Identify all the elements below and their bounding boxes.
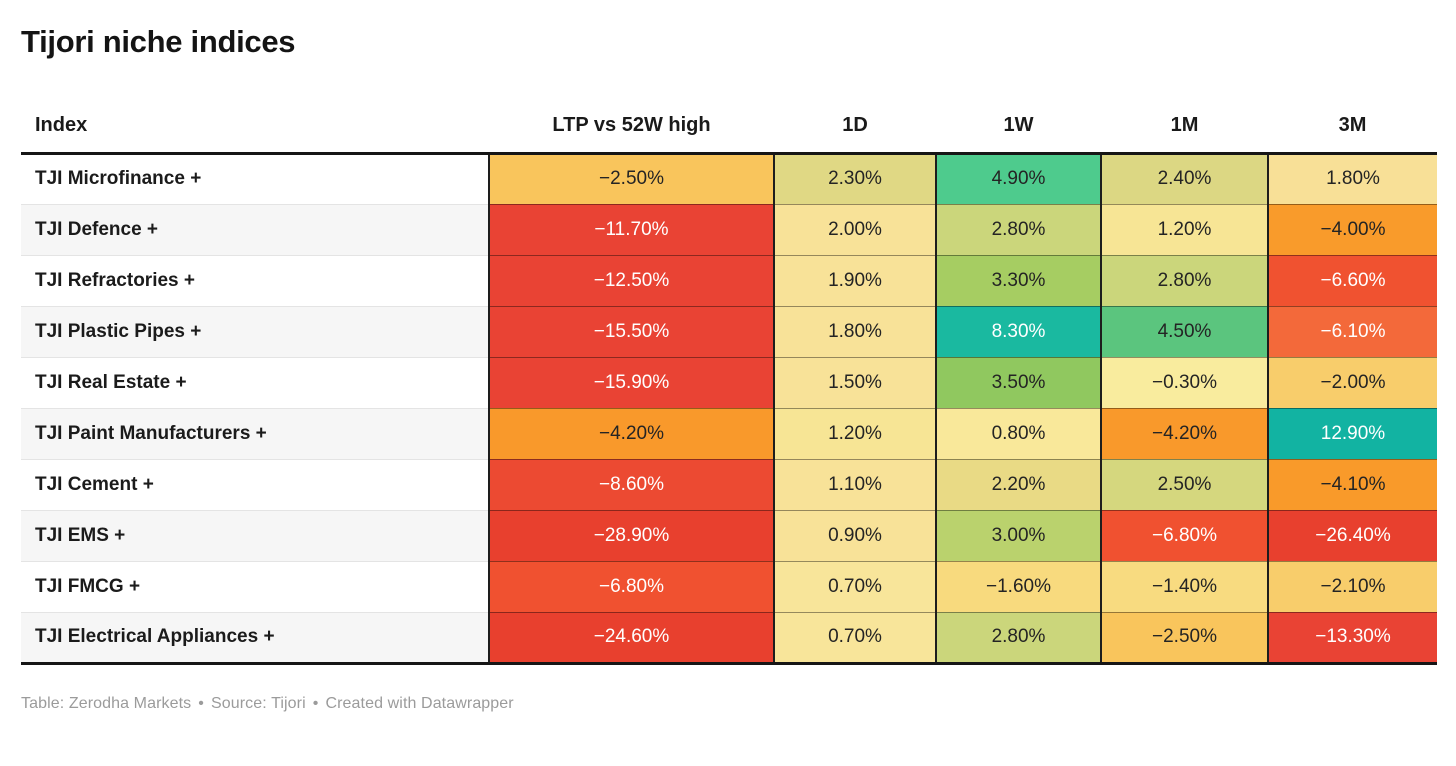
- table-row: TJI Microfinance + −2.50% 2.30% 4.90% 2.40% 1…: [21, 152, 1437, 205]
- cell-1w: 2.80%: [935, 203, 1102, 256]
- cell-1w: 3.00%: [935, 509, 1102, 562]
- cell-1w: 3.50%: [935, 356, 1102, 409]
- cell-1m: 2.50%: [1100, 458, 1269, 511]
- cell-1d: 0.70%: [773, 611, 937, 665]
- footer-separator: •: [198, 694, 204, 712]
- index-cell[interactable]: TJI Real Estate +: [21, 357, 489, 409]
- cell-1d: 1.80%: [773, 305, 937, 358]
- cell-ltp-vs-52w-high: −28.90%: [488, 509, 775, 562]
- column-header-ltp-vs-52w-high: LTP vs 52W high: [489, 63, 774, 155]
- page-title: Tijori niche indices: [21, 24, 296, 59]
- cell-1m: −2.50%: [1100, 611, 1269, 665]
- cell-1d: 1.10%: [773, 458, 937, 511]
- cell-ltp-vs-52w-high: −6.80%: [488, 560, 775, 613]
- index-cell[interactable]: TJI Plastic Pipes +: [21, 306, 489, 358]
- cell-ltp-vs-52w-high: −11.70%: [488, 203, 775, 256]
- cell-ltp-vs-52w-high: −12.50%: [488, 254, 775, 307]
- cell-3m: −13.30%: [1267, 611, 1437, 665]
- cell-1m: −6.80%: [1100, 509, 1269, 562]
- table-row: TJI Refractories + −12.50% 1.90% 3.30% 2.80%…: [21, 254, 1437, 307]
- cell-1m: −0.30%: [1100, 356, 1269, 409]
- table-row: TJI Electrical Appliances + −24.60% 0.70% 2…: [21, 611, 1437, 665]
- footer-table-credit: Table: Zerodha Markets: [21, 694, 192, 712]
- column-header-1m: 1M: [1101, 63, 1268, 155]
- cell-1m: 2.80%: [1100, 254, 1269, 307]
- column-header-1d: 1D: [774, 63, 936, 155]
- column-header-index: Index: [21, 63, 489, 155]
- column-header-3m: 3M: [1268, 63, 1437, 155]
- cell-ltp-vs-52w-high: −8.60%: [488, 458, 775, 511]
- cell-ltp-vs-52w-high: −24.60%: [488, 611, 775, 665]
- table-body: TJI Microfinance + −2.50% 2.30% 4.90% 2.40% 1…: [21, 152, 1437, 665]
- footer-source-link[interactable]: Source: Tijori: [210, 694, 306, 712]
- footer-separator: •: [312, 694, 319, 712]
- index-cell[interactable]: TJI Defence +: [21, 204, 489, 256]
- table-row: TJI Plastic Pipes + −15.50% 1.80% 8.30% 4.50…: [21, 305, 1437, 358]
- cell-1w: 2.80%: [935, 611, 1102, 665]
- cell-3m: −6.60%: [1267, 254, 1437, 307]
- index-cell[interactable]: TJI Cement +: [21, 459, 489, 511]
- table-row: TJI Paint Manufacturers + −4.20% 1.20% 0.80…: [21, 407, 1437, 460]
- table-row: TJI FMCG + −6.80% 0.70% −1.60% −1.40% −2.10%: [21, 560, 1437, 613]
- index-cell[interactable]: TJI Refractories +: [21, 255, 489, 307]
- cell-3m: −2.10%: [1267, 560, 1437, 613]
- cell-1w: 3.30%: [935, 254, 1102, 307]
- index-cell[interactable]: TJI FMCG +: [21, 561, 489, 613]
- cell-3m: −6.10%: [1267, 305, 1437, 358]
- cell-3m: 12.90%: [1267, 407, 1437, 460]
- cell-1d: 0.70%: [773, 560, 937, 613]
- cell-1w: 4.90%: [935, 152, 1102, 205]
- page: Tijori niche indices Index LTP vs 52W hi…: [21, 24, 1437, 713]
- cell-1w: 8.30%: [935, 305, 1102, 358]
- cell-ltp-vs-52w-high: −15.50%: [488, 305, 775, 358]
- cell-1m: −1.40%: [1100, 560, 1269, 613]
- cell-1d: 2.00%: [773, 203, 937, 256]
- cell-1d: 1.90%: [773, 254, 937, 307]
- cell-3m: −4.10%: [1267, 458, 1437, 511]
- cell-1m: 4.50%: [1100, 305, 1269, 358]
- cell-1d: 1.20%: [773, 407, 937, 460]
- cell-ltp-vs-52w-high: −2.50%: [488, 152, 775, 205]
- cell-1w: 0.80%: [935, 407, 1102, 460]
- cell-ltp-vs-52w-high: −4.20%: [488, 407, 775, 460]
- table-row: TJI Defence + −11.70% 2.00% 2.80% 1.20% −4.00…: [21, 203, 1437, 256]
- cell-3m: −4.00%: [1267, 203, 1437, 256]
- cell-1m: 2.40%: [1100, 152, 1269, 205]
- cell-ltp-vs-52w-high: −15.90%: [488, 356, 775, 409]
- column-header-1w: 1W: [936, 63, 1101, 155]
- cell-3m: −2.00%: [1267, 356, 1437, 409]
- cell-1d: 2.30%: [773, 152, 937, 205]
- index-cell[interactable]: TJI Microfinance +: [21, 153, 489, 205]
- cell-3m: −26.40%: [1267, 509, 1437, 562]
- cell-1d: 1.50%: [773, 356, 937, 409]
- table-row: TJI EMS + −28.90% 0.90% 3.00% −6.80% −26.40%: [21, 509, 1437, 562]
- cell-3m: 1.80%: [1267, 152, 1437, 205]
- table-row: TJI Real Estate + −15.90% 1.50% 3.50% −0.30%…: [21, 356, 1437, 409]
- index-cell[interactable]: TJI Paint Manufacturers +: [21, 408, 489, 460]
- index-cell[interactable]: TJI Electrical Appliances +: [21, 612, 489, 665]
- indices-table: Index LTP vs 52W high 1D 1W 1M 3M TJI Mi…: [21, 63, 1437, 665]
- cell-1w: −1.60%: [935, 560, 1102, 613]
- index-cell[interactable]: TJI EMS +: [21, 510, 489, 562]
- cell-1m: −4.20%: [1100, 407, 1269, 460]
- table-header: Index LTP vs 52W high 1D 1W 1M 3M: [21, 63, 1437, 155]
- cell-1w: 2.20%: [935, 458, 1102, 511]
- table-row: TJI Cement + −8.60% 1.10% 2.20% 2.50% −4.10%: [21, 458, 1437, 511]
- attribution-footer: Table: Zerodha Markets • Source: Tijori • Cr…: [21, 695, 1437, 713]
- cell-1m: 1.20%: [1100, 203, 1269, 256]
- cell-1d: 0.90%: [773, 509, 937, 562]
- footer-datawrapper-link[interactable]: Created with Datawrapper: [325, 694, 514, 712]
